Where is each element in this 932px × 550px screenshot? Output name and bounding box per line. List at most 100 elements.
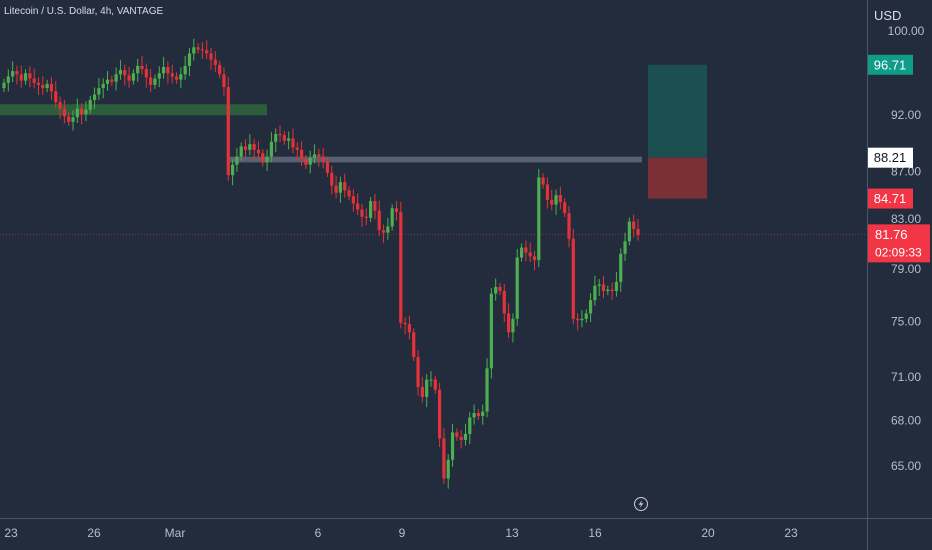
candle-body [351,196,355,204]
candle-body [136,65,140,74]
candle-body [97,88,101,95]
candle-body [619,253,623,282]
price-tick-label: 75.00 [891,314,921,328]
candle-body [515,257,519,319]
candle-body [377,210,381,231]
candle-body [252,144,256,150]
candle-body [386,226,390,233]
long-position-tool[interactable] [648,64,707,199]
candle-body [537,177,541,261]
candle-body [623,241,627,254]
candle-body [601,284,606,291]
candle-body [532,256,537,261]
take-profit-tag-bg [868,54,913,75]
candle-body [200,49,204,51]
candle-body [416,357,420,387]
candle-body [153,78,157,85]
take-profit-tag: 96.71 [874,57,907,72]
candle-body [36,82,41,85]
entry-tag-bg [868,147,913,168]
candle-body [213,59,217,65]
candle-body [632,221,636,229]
candle-body [334,185,338,193]
candle-body [2,82,6,89]
candle-body [330,172,334,186]
candle-body [71,117,75,122]
candle-body [429,379,433,381]
price-tick-label: 68.00 [891,413,921,427]
candle-body [144,69,148,78]
price-tick-label: 100.00 [888,24,925,38]
candle-body [23,73,28,81]
time-tick-label: 26 [87,526,101,540]
candle-body [205,50,209,54]
price-tick-label: 79.00 [891,262,921,276]
candle-body [196,47,200,50]
price-tick-label: 65.00 [891,459,921,473]
stop-loss-zone [648,157,707,199]
candle-body [364,216,368,218]
candle-body [304,158,308,165]
candle-body [502,290,506,314]
candle-body [6,76,10,83]
candle-body [325,161,330,173]
candle-body [593,285,597,301]
candle-body [101,83,105,89]
candle-body [248,144,252,150]
candle-body [528,252,532,257]
price-tick-label: 71.00 [891,370,921,384]
price-tick-label: 87.00 [891,165,921,179]
candle-body [282,135,286,141]
candle-body [403,322,407,325]
candle-body [123,70,127,76]
candle-body [476,413,481,416]
candle-body [235,156,239,165]
candle-body [161,66,166,74]
candle-body [511,318,515,333]
last-price-tag-bg [868,224,930,263]
zones-layer [0,104,642,163]
candle-body [459,436,463,440]
candle-body [545,184,550,200]
candle-body [179,74,183,80]
candle-body [28,73,32,79]
price-axis[interactable] [867,0,932,550]
candle-body [67,116,71,122]
candle-body [192,47,196,54]
lightning-icon[interactable] [634,497,648,511]
candle-body [209,53,213,60]
candle-body [265,156,269,163]
candle-body [274,134,278,142]
time-tick-label: 16 [588,526,602,540]
candle-body [558,195,562,203]
candle-body [149,77,153,85]
candle-body [442,438,446,479]
last-price-tag: 81.76 [875,227,908,242]
candle-body [494,287,498,294]
candle-body [567,213,571,239]
candle-body [62,108,66,117]
candle-body [256,149,261,154]
candle-body [131,73,135,81]
candle-body [550,199,554,205]
candle-body [584,313,588,319]
candle-body [455,432,459,437]
candle-body [140,65,144,70]
candle-body [226,87,230,176]
candle-body [84,109,88,115]
candle-body [554,195,558,205]
candle-body [347,190,351,197]
candle-body [299,149,304,159]
time-tick-label: 6 [315,526,322,540]
candle-body [399,211,403,323]
candle-body [269,141,274,157]
candle-body [627,221,631,242]
candle-body [338,182,343,193]
time-tick-label: 20 [701,526,715,540]
candle-body [446,459,450,479]
candle-body [343,182,347,191]
candle-body [420,386,424,397]
time-ticks: 23 26 Mar 6 9 13 16 20 23 [4,526,798,540]
